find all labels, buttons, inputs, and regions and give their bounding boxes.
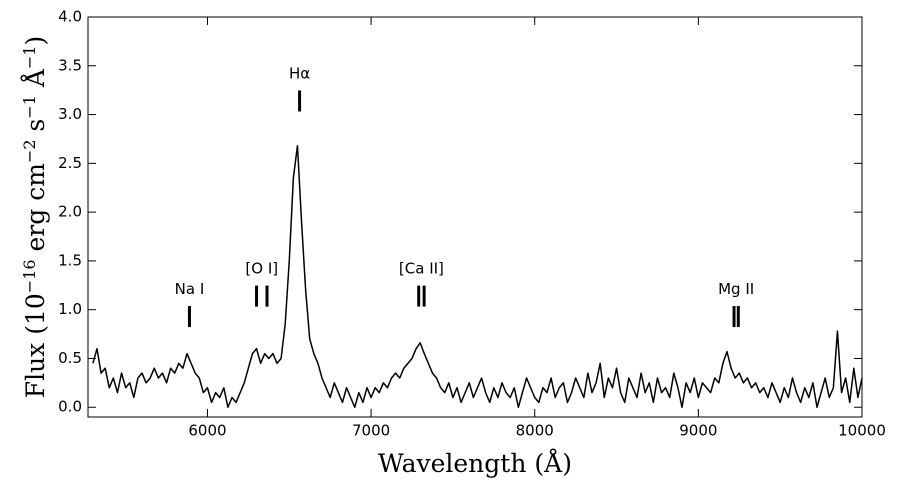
y-tick-label: 0.5 <box>58 349 82 367</box>
line-label: Mg II <box>718 280 754 298</box>
y-tick-label: 3.0 <box>58 105 82 123</box>
y-axis-label-superscript: −1 <box>20 95 39 119</box>
y-axis-label-part: ) <box>21 36 50 46</box>
y-tick-label: 1.0 <box>58 300 82 318</box>
line-label: [O I] <box>245 260 278 278</box>
x-tick-label: 7000 <box>352 422 390 440</box>
y-tick-label: 2.5 <box>58 154 82 172</box>
y-tick-label: 4.0 <box>58 8 82 26</box>
y-axis-label-superscript: −1 <box>20 46 39 70</box>
x-tick-label: 10000 <box>838 422 886 440</box>
line-label: Na I <box>175 280 205 298</box>
y-axis-label-part: erg cm <box>21 163 50 260</box>
y-axis-label-part: Flux (10 <box>21 293 50 398</box>
y-tick-label: 3.5 <box>58 56 82 74</box>
x-tick-label: 8000 <box>516 422 554 440</box>
x-tick-label: 6000 <box>188 422 226 440</box>
y-tick-label: 1.5 <box>58 251 82 269</box>
y-axis-label-part: Å <box>20 68 50 95</box>
y-axis-label-superscript: −2 <box>20 139 39 163</box>
plot-frame <box>87 16 863 418</box>
y-tick-label: 2.0 <box>58 203 82 221</box>
x-tick-label: 9000 <box>679 422 717 440</box>
y-axis-label-part: s <box>21 119 50 140</box>
x-axis-label: Wavelength (Å) <box>378 448 572 478</box>
y-axis-label-superscript: −16 <box>20 259 39 293</box>
y-axis-label: Flux (10−16 erg cm−2 s−1 Å−1) <box>20 36 50 399</box>
y-tick-label: 0.0 <box>58 398 82 416</box>
spectrum-line <box>92 145 863 408</box>
line-label: Hα <box>289 64 310 82</box>
line-label: [Ca II] <box>399 260 444 278</box>
